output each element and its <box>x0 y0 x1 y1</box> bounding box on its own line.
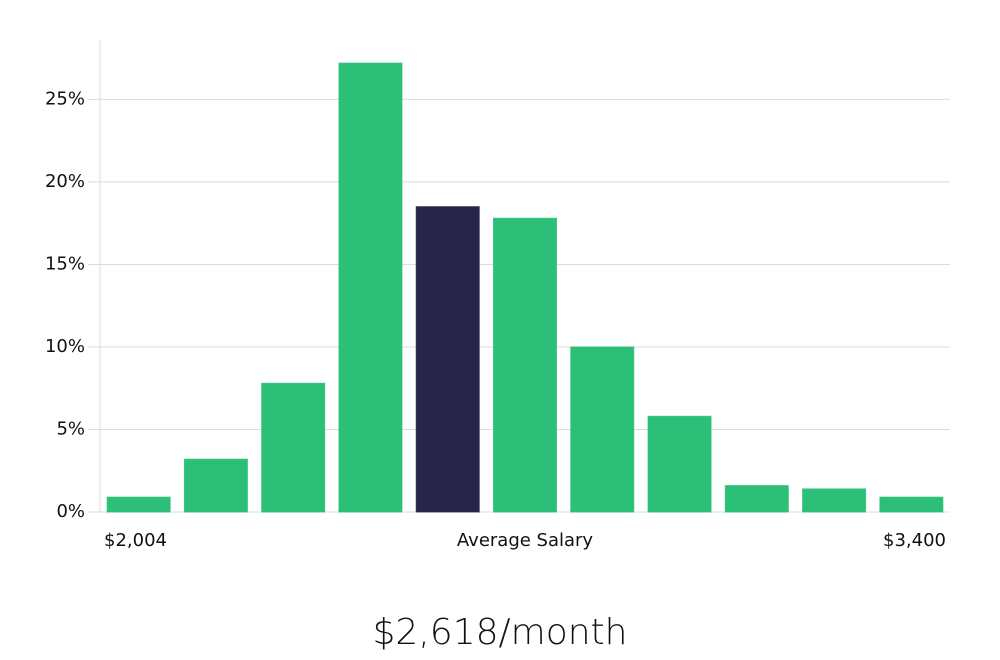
bar <box>183 458 248 513</box>
bar <box>106 496 171 513</box>
y-tick-label: 10% <box>45 336 85 357</box>
bar <box>647 415 712 513</box>
y-tick-label: 15% <box>45 253 85 274</box>
bar <box>879 496 944 513</box>
y-tick-label: 5% <box>56 418 85 439</box>
bar <box>338 62 403 513</box>
bar <box>570 346 635 513</box>
bar <box>415 206 480 513</box>
y-tick-label: 0% <box>56 501 85 522</box>
y-tick-label: 20% <box>45 171 85 192</box>
bar <box>493 217 557 513</box>
bar <box>802 488 867 513</box>
y-tick-label: 25% <box>45 88 85 109</box>
bar <box>261 382 326 513</box>
x-axis-label: $2,004 <box>104 530 167 551</box>
x-axis-label: $3,400 <box>883 530 946 551</box>
bar <box>724 485 789 513</box>
x-axis-label: Average Salary <box>457 530 594 551</box>
salary-summary: $2,618/month <box>373 612 628 653</box>
